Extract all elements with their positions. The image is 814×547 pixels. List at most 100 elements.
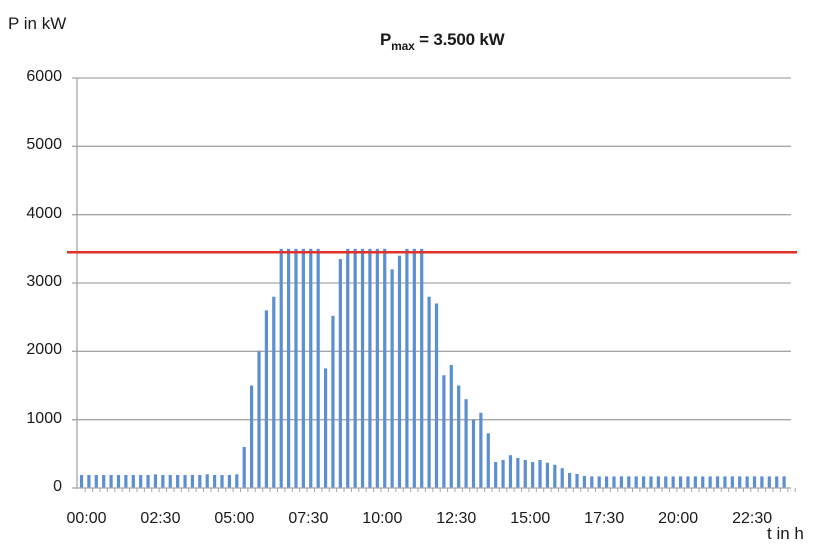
bar (568, 472, 572, 488)
bar (464, 399, 468, 488)
bar (708, 476, 712, 488)
bar (139, 475, 143, 488)
bar (198, 475, 202, 488)
x-tick-label: 20:00 (658, 510, 699, 527)
bar (220, 475, 224, 488)
bar (656, 476, 660, 488)
bar (649, 476, 653, 488)
bar (678, 476, 683, 488)
bar (375, 248, 379, 488)
bar (353, 248, 357, 488)
bar (471, 419, 476, 488)
bar (723, 476, 727, 488)
bar (183, 475, 187, 488)
bar (257, 351, 261, 488)
bar (442, 375, 446, 488)
bar (590, 476, 594, 488)
bar (545, 462, 550, 488)
bar (531, 462, 535, 488)
bar (124, 475, 128, 488)
x-tick-label: 22:30 (732, 510, 773, 527)
bar (516, 457, 520, 488)
bar (316, 248, 320, 488)
bar (457, 385, 461, 488)
x-tick-label: 05:00 (214, 510, 255, 527)
y-tick-label: 1000 (26, 409, 62, 427)
bar (146, 475, 150, 488)
bar (597, 476, 601, 488)
bar (272, 296, 276, 488)
bar (79, 475, 84, 488)
bar (250, 385, 254, 488)
x-tick-label: 17:30 (584, 510, 625, 527)
bar (190, 475, 195, 488)
bar (242, 447, 246, 488)
bar (383, 248, 387, 488)
bar (612, 476, 616, 488)
bar (730, 476, 734, 488)
bar (449, 365, 453, 488)
bar (323, 368, 328, 488)
bar (634, 476, 638, 488)
title-rest: = 3.500 kW (414, 30, 505, 49)
bar (264, 310, 268, 488)
x-tick-label: 07:30 (288, 510, 329, 527)
y-tick-label: 3000 (26, 273, 62, 290)
bar (486, 433, 490, 488)
y-tick-label: 6000 (26, 68, 62, 85)
bar (575, 473, 579, 488)
bar (508, 455, 513, 488)
bar (434, 303, 439, 488)
y-tick-label: 2000 (26, 341, 62, 359)
bar (560, 468, 564, 488)
bar (309, 248, 313, 488)
bar (286, 248, 291, 488)
bar (412, 248, 416, 488)
bar (331, 315, 335, 488)
bar (427, 296, 431, 488)
title-subscript: max (391, 39, 415, 53)
bar (738, 476, 742, 488)
bar (153, 474, 158, 488)
bar (538, 459, 542, 488)
bar (420, 248, 424, 488)
bar (405, 248, 409, 488)
bar (168, 475, 172, 488)
bar (338, 259, 342, 488)
bar (627, 476, 631, 488)
bar (176, 475, 180, 488)
bar (782, 476, 786, 488)
bar (102, 475, 106, 488)
x-tick-label: 15:00 (510, 510, 551, 527)
bar (494, 462, 498, 488)
bar (279, 248, 283, 488)
bar (760, 476, 764, 488)
bar (213, 475, 217, 488)
bar (671, 476, 675, 488)
bar (664, 476, 668, 488)
x-tick-label: 10:00 (362, 510, 403, 527)
y-tick-label: 0 (53, 478, 62, 495)
bar (701, 476, 705, 488)
axes (72, 78, 796, 492)
x-axis-title: t in h (767, 524, 804, 543)
bar (397, 255, 402, 488)
y-axis-title: P in kW (8, 14, 67, 33)
bar (715, 476, 720, 488)
bar (227, 475, 232, 488)
bar (390, 269, 394, 488)
bar (523, 459, 527, 488)
bar (116, 475, 121, 488)
bar (131, 475, 135, 488)
bar (582, 476, 587, 488)
bar (479, 412, 483, 488)
bar (161, 475, 165, 488)
bar (553, 464, 557, 488)
bar (294, 248, 298, 488)
bar (346, 248, 350, 488)
bar (752, 476, 757, 488)
bar (235, 474, 239, 488)
y-tick-label: 5000 (26, 136, 62, 154)
bar (605, 476, 609, 488)
x-tick-label: 00:00 (66, 510, 107, 527)
